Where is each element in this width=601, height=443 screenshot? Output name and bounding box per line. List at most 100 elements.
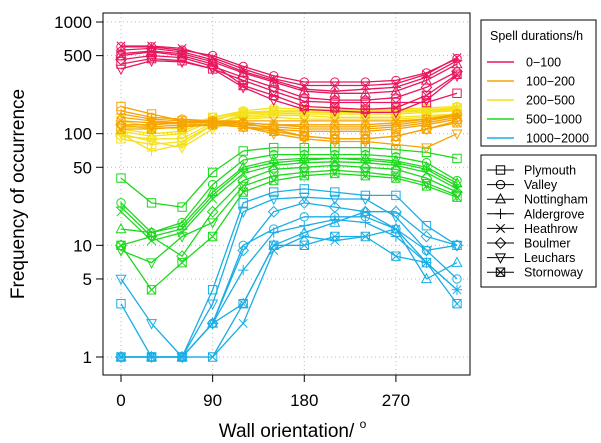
marker-triangle-down <box>207 299 219 310</box>
series-line <box>120 57 458 104</box>
marker-square <box>177 202 187 212</box>
marker-plus <box>360 217 371 228</box>
marker-square <box>452 153 462 164</box>
marker-triangle <box>451 57 463 69</box>
marker-square <box>207 167 218 178</box>
marker-square-x <box>207 120 218 130</box>
legend-marker-label: Leuchars <box>524 251 575 265</box>
y-axis-title: Frequency of occurrence <box>8 89 29 299</box>
marker-plus <box>268 227 279 238</box>
marker-square-x <box>421 257 432 268</box>
series-group <box>115 184 463 364</box>
marker-square-x <box>116 50 126 61</box>
marker-square-x <box>116 352 126 362</box>
legend-marker-label: Aldergrove <box>524 207 584 221</box>
marker-square <box>360 97 371 108</box>
color-legend: Spell durations/h 0−100 100−200 200−500 500… <box>480 19 597 147</box>
series-line <box>121 235 458 358</box>
marker-cross <box>269 116 279 126</box>
marker-diamond <box>206 317 219 330</box>
series-line <box>120 146 458 208</box>
marker-square-x <box>238 80 248 91</box>
marker-triangle <box>359 87 371 98</box>
marker-square-x <box>330 134 340 144</box>
x-tick-label: 270 <box>382 391 410 410</box>
series-line <box>120 157 458 238</box>
marker-cross <box>299 80 309 91</box>
y-tick-label: 1000 <box>54 13 92 32</box>
marker-triangle-down <box>420 95 432 107</box>
marker-triangle <box>146 44 158 56</box>
marker-square <box>238 198 248 208</box>
marker-triangle-down <box>176 57 188 69</box>
marker-square-x <box>391 131 401 141</box>
marker-triangle-down <box>359 137 371 148</box>
series-line <box>120 157 458 234</box>
marker-triangle-down <box>268 129 280 140</box>
series-line <box>120 153 458 234</box>
series-line <box>121 228 458 358</box>
marker-square-x <box>299 101 309 112</box>
x-axis-title-superscript: o <box>360 417 367 431</box>
series-line <box>120 47 458 92</box>
marker-triangle-down <box>268 95 280 107</box>
marker-triangle <box>329 122 341 134</box>
series-line <box>120 50 458 94</box>
marker-cross <box>238 168 248 179</box>
y-tick-label: 500 <box>64 47 92 66</box>
legend-marker-label: Valley <box>524 178 558 192</box>
marker-square <box>116 299 126 309</box>
marker-triangle-down <box>207 218 219 229</box>
marker-cross <box>208 194 218 204</box>
marker-triangle-down <box>146 258 158 269</box>
series-line <box>120 196 458 358</box>
marker-plus <box>268 157 279 168</box>
marker-plus <box>299 220 310 231</box>
marker-diamond <box>298 196 311 209</box>
marker-cross <box>269 74 279 84</box>
marker-diamond <box>420 123 433 135</box>
marker-triangle-down <box>146 122 158 134</box>
marker-cross <box>391 116 401 126</box>
marker-cross <box>238 318 248 328</box>
plot-frame <box>102 12 471 376</box>
marker-diamond <box>359 132 372 145</box>
marker-triangle-down <box>146 56 158 67</box>
marker-triangle-down <box>176 232 188 243</box>
legend-marker-label: Nottingham <box>524 193 588 207</box>
marker-triangle-down <box>237 207 249 218</box>
marker-plus <box>237 264 249 276</box>
marker-triangle-down <box>115 274 127 286</box>
marker-cross <box>116 207 126 217</box>
marker-triangle-down <box>146 319 158 330</box>
marker-cross <box>421 114 432 124</box>
marker-legend-box <box>480 154 597 288</box>
marker-square <box>269 142 279 153</box>
marker-square-x <box>360 134 371 144</box>
marker-triangle-down <box>359 114 371 126</box>
marker-square-x <box>391 173 401 183</box>
series-line <box>121 216 458 358</box>
y-tick-label: 1 <box>83 348 92 367</box>
legend-marker-label: Boulmer <box>524 237 571 251</box>
marker-diamond <box>206 205 219 218</box>
series-line <box>121 45 458 87</box>
marker-triangle-down <box>420 143 432 154</box>
series-line <box>120 51 458 111</box>
marker-diamond <box>298 130 311 143</box>
marker-cross <box>116 41 126 51</box>
marker-square-x <box>207 231 218 242</box>
x-tick-label: 90 <box>203 391 222 410</box>
marker-square-x <box>421 124 432 134</box>
marker-triangle <box>329 87 341 98</box>
marker-square-x <box>330 103 340 113</box>
marker-triangle-down <box>176 143 188 154</box>
marker-square-x <box>360 171 371 181</box>
marker-square-x <box>207 59 218 69</box>
series-line <box>120 105 458 132</box>
marker-diamond <box>298 91 311 104</box>
x-tick-label: 0 <box>116 391 125 410</box>
marker-diamond <box>328 132 341 145</box>
marker-cross <box>391 160 401 170</box>
